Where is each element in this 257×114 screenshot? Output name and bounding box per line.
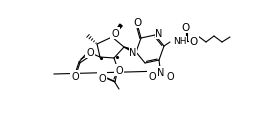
Text: O: O — [182, 23, 190, 33]
Text: O: O — [86, 48, 94, 57]
Text: O: O — [166, 71, 174, 81]
Text: O: O — [111, 29, 119, 39]
Polygon shape — [124, 48, 136, 54]
Text: O: O — [115, 65, 123, 75]
Text: O: O — [190, 37, 198, 47]
Text: N: N — [155, 29, 163, 39]
Polygon shape — [112, 25, 122, 38]
Text: N: N — [129, 48, 137, 57]
Text: O: O — [71, 71, 79, 81]
Text: O: O — [148, 71, 156, 81]
Text: NH: NH — [173, 37, 187, 46]
Text: O: O — [98, 73, 106, 83]
Text: O: O — [134, 18, 142, 28]
Text: N: N — [157, 67, 165, 77]
